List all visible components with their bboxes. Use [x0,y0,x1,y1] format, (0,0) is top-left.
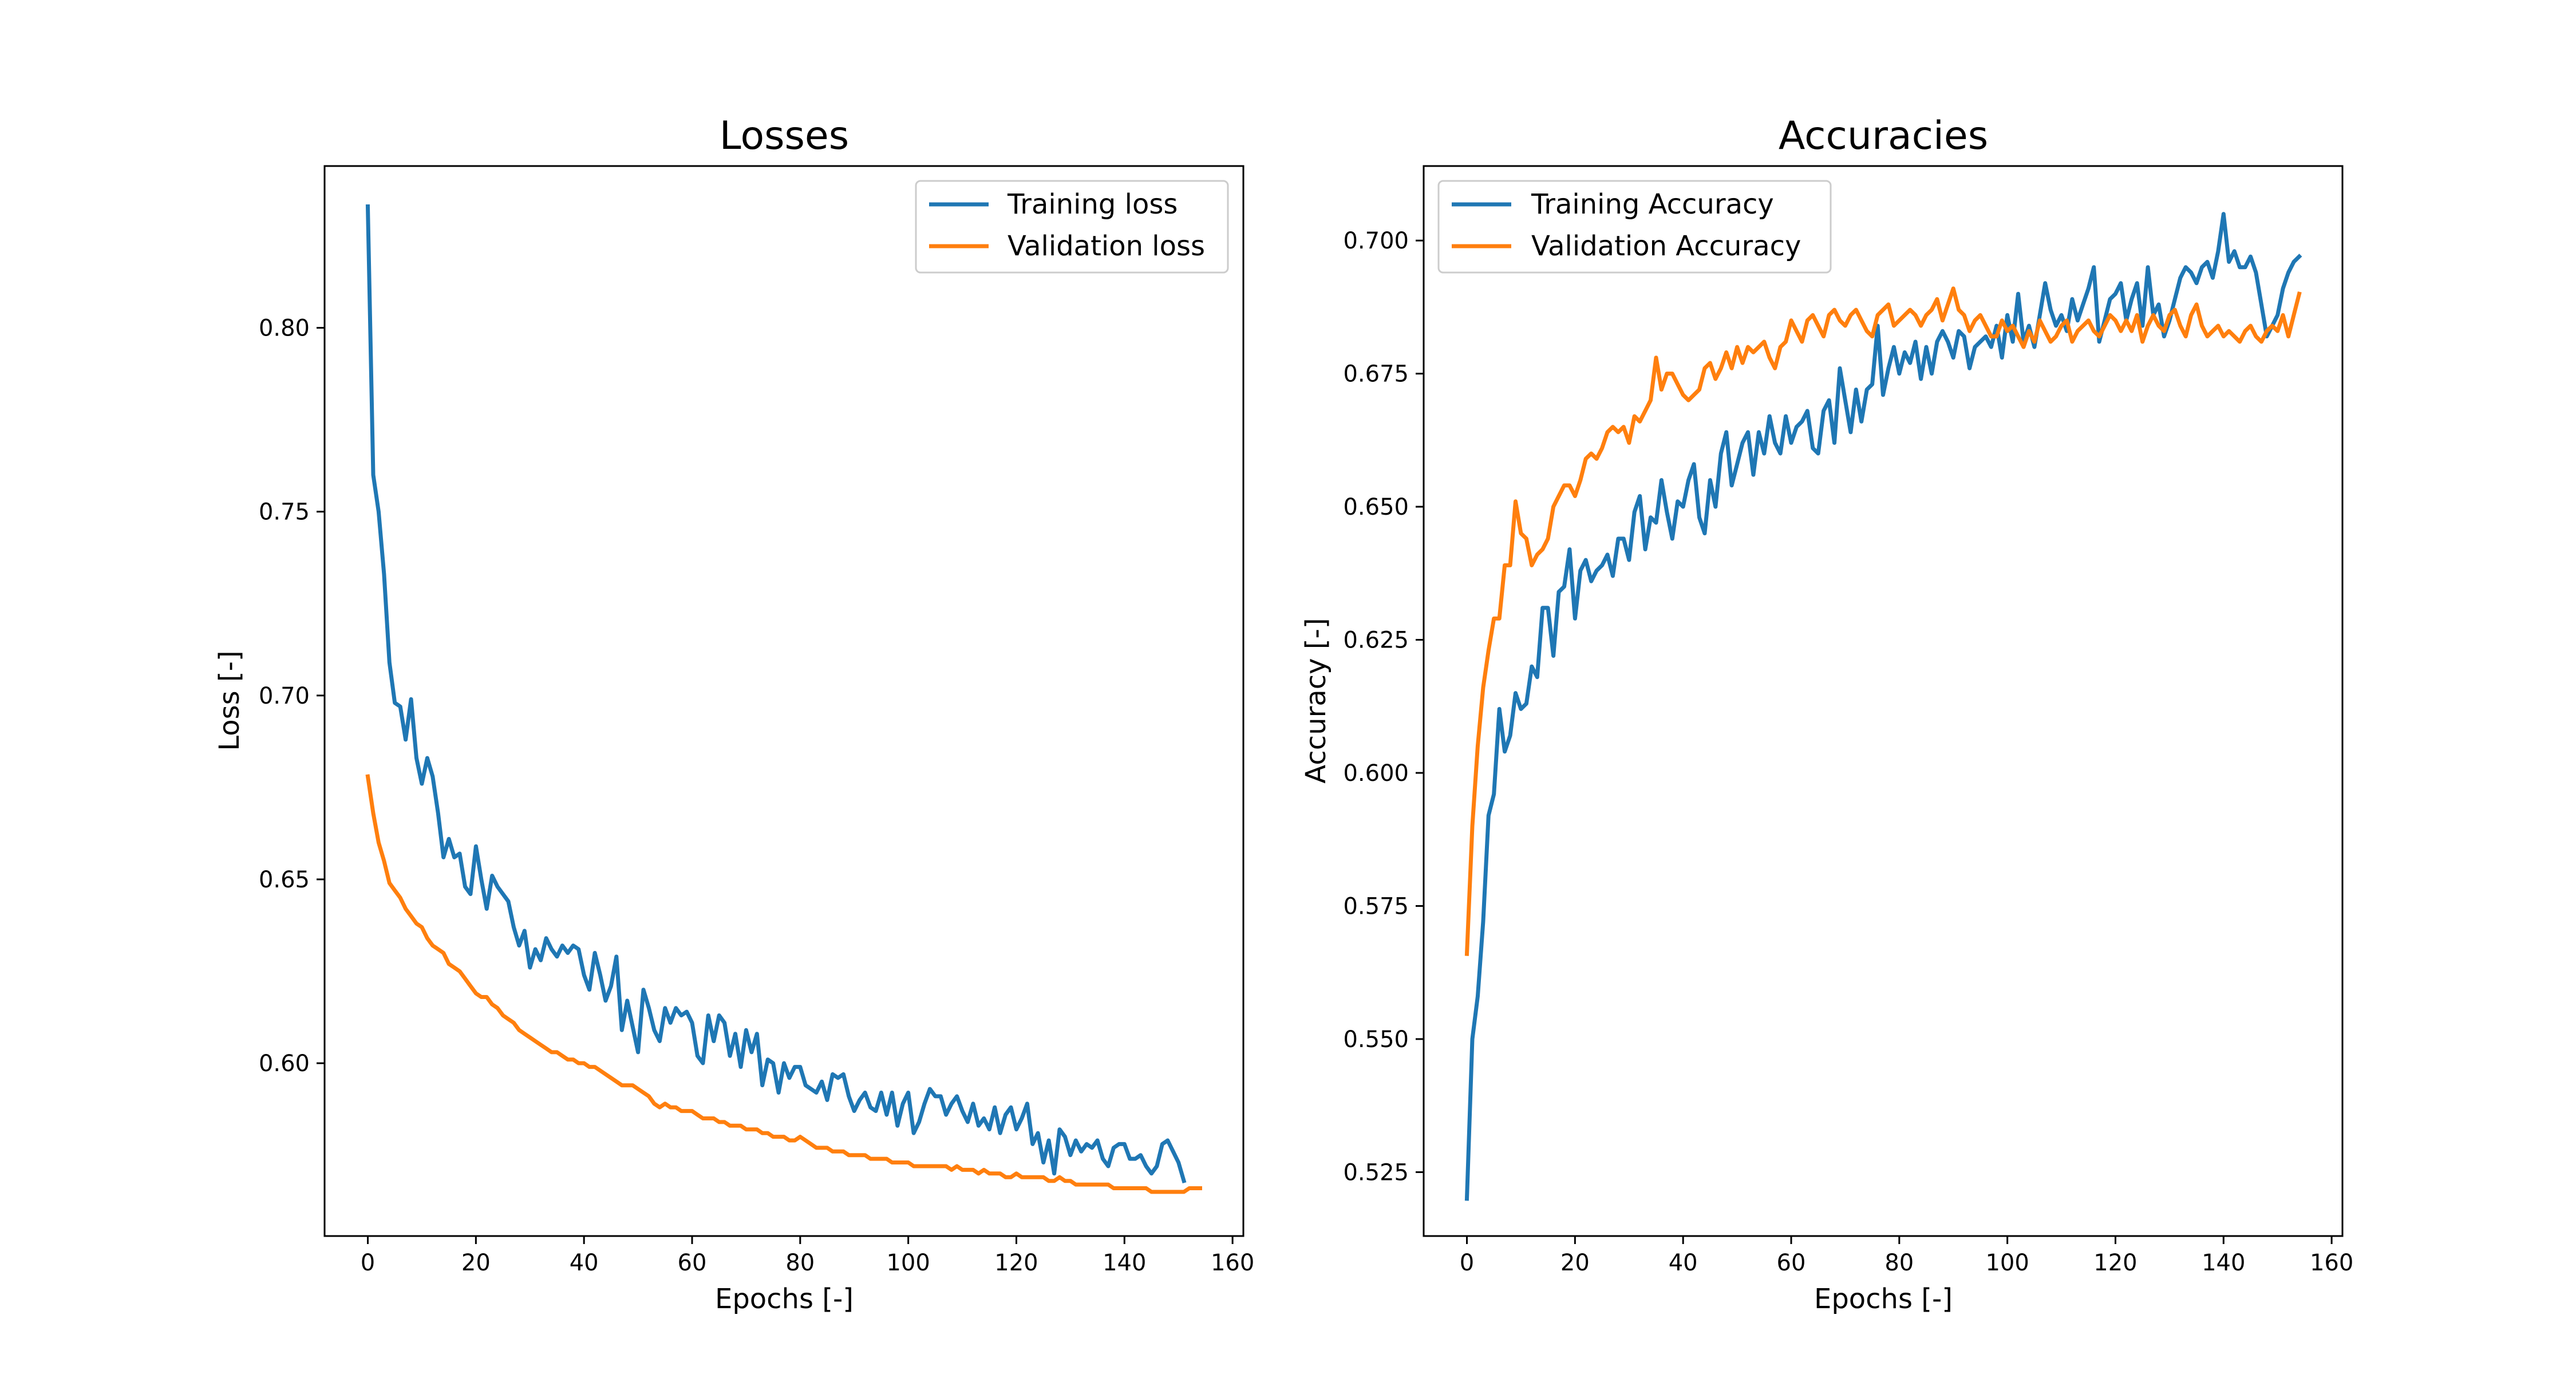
x-axis-label: Epochs [-] [715,1283,854,1315]
y-ticks: 0.60 0.65 0.70 0.75 0.80 [259,315,325,1077]
y-tick-label: 0.70 [259,683,310,709]
x-tick-label: 160 [1211,1250,1254,1276]
y-tick-label: 0.675 [1343,361,1409,388]
legend-label-training-accuracy: Training Accuracy [1531,188,1774,220]
y-tick-label: 0.650 [1343,494,1409,520]
axes-frame [323,165,1244,1237]
x-axis-label: Epochs [-] [1814,1283,1953,1315]
axes-frame [1423,165,2344,1237]
losses-panel: Losses 0 20 40 60 80 100 120 140 160 0.60 0.65 0.7… [214,113,1254,1315]
y-tick-label: 0.75 [259,499,310,526]
y-tick-label: 0.575 [1343,893,1409,919]
legend-label-validation-accuracy: Validation Accuracy [1531,230,1801,262]
y-tick-label: 0.80 [259,315,310,342]
series-layer [365,204,1202,1194]
x-tick-label: 140 [1103,1250,1146,1276]
x-tick-label: 80 [785,1250,815,1276]
x-ticks: 0 20 40 60 80 100 120 140 160 [361,1236,1254,1276]
y-axis-label: Loss [-] [214,650,246,751]
y-tick-label: 0.65 [259,867,310,893]
legend: Training Accuracy Validation Accuracy [1437,180,1832,274]
y-tick-label: 0.60 [259,1051,310,1077]
y-tick-label: 0.700 [1343,228,1409,254]
series-line-training-accuracy [1464,212,2302,1201]
chart-title: Losses [720,113,849,159]
x-ticks: 0 20 40 60 80 100 120 140 160 [1460,1236,2353,1276]
x-tick-label: 160 [2310,1250,2353,1276]
x-tick-label: 80 [1884,1250,1914,1276]
x-tick-label: 140 [2202,1250,2245,1276]
y-tick-label: 0.525 [1343,1159,1409,1186]
series-layer [1464,212,2302,1201]
y-axis-label: Accuracy [-] [1300,618,1332,783]
legend-box [1437,180,1832,274]
x-tick-label: 100 [1985,1250,2029,1276]
x-tick-label: 20 [1560,1250,1590,1276]
y-tick-label: 0.625 [1343,627,1409,654]
x-tick-label: 60 [1777,1250,1806,1276]
legend-label-training-loss: Training loss [1007,188,1178,220]
legend: Training loss Validation loss [915,180,1229,274]
x-tick-label: 120 [994,1250,1038,1276]
x-tick-label: 60 [678,1250,707,1276]
y-tick-label: 0.550 [1343,1026,1409,1053]
x-tick-label: 120 [2093,1250,2137,1276]
y-tick-label: 0.600 [1343,760,1409,787]
x-tick-label: 40 [1669,1250,1698,1276]
x-tick-label: 0 [361,1250,375,1276]
x-tick-label: 0 [1460,1250,1474,1276]
series-line-training-loss [365,204,1187,1184]
legend-label-validation-loss: Validation loss [1008,230,1205,262]
legend-box [915,180,1229,274]
chart-title: Accuracies [1779,113,1988,159]
series-line-validation-accuracy [1464,286,2302,956]
x-tick-label: 20 [461,1250,491,1276]
x-tick-label: 100 [886,1250,930,1276]
y-ticks: 0.525 0.550 0.575 0.600 0.625 0.650 0.675 0.700 [1343,228,1424,1186]
x-tick-label: 40 [570,1250,599,1276]
accuracies-panel: Accuracies 0 20 40 60 80 100 120 140 160 0.5250.… [1300,113,2353,1315]
series-line-validation-loss [365,774,1202,1194]
